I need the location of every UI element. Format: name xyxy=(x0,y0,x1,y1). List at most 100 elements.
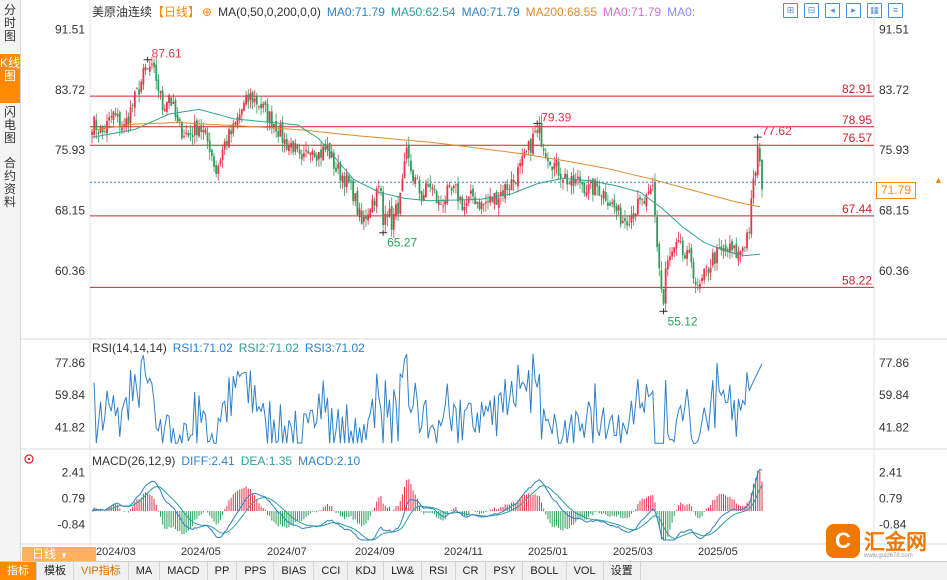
tab-vol[interactable]: VOL xyxy=(567,562,604,580)
candle-body xyxy=(178,119,181,122)
candle-body xyxy=(401,178,404,192)
candle-body xyxy=(690,247,693,263)
candle-body xyxy=(728,243,731,253)
candle-body xyxy=(446,185,449,204)
candle-body xyxy=(392,213,395,230)
tab-cr[interactable]: CR xyxy=(456,562,487,580)
add-icon[interactable]: ⊕ xyxy=(202,5,213,19)
tab-settings[interactable]: 设置 xyxy=(604,562,641,580)
candle-body xyxy=(636,198,639,215)
candle-body xyxy=(112,111,115,121)
right-icon[interactable]: ▸ xyxy=(846,3,861,18)
tab-contract-info[interactable]: 合约资料 xyxy=(0,155,20,217)
tab-flash[interactable]: 闪电图 xyxy=(0,104,20,152)
candle-body xyxy=(425,183,427,198)
target-icon[interactable] xyxy=(24,454,34,464)
last-price-tag: 71.79 xyxy=(876,182,916,199)
candle-body xyxy=(356,191,359,215)
candle-body xyxy=(395,204,397,216)
candle-body xyxy=(185,132,188,134)
candle-body xyxy=(360,210,363,225)
macd-tick-right-0: 2.41 xyxy=(879,465,903,479)
candle-body xyxy=(335,167,337,172)
settings-icon[interactable]: ≡ xyxy=(888,3,903,18)
candle-body xyxy=(534,130,536,132)
tab-pp[interactable]: PP xyxy=(208,562,238,580)
candle-body xyxy=(694,281,697,285)
tab-bias[interactable]: BIAS xyxy=(274,562,315,580)
candle-body xyxy=(536,130,539,133)
candle-body xyxy=(170,97,173,106)
candle-body xyxy=(236,117,239,126)
expand-icon[interactable]: ⊞ xyxy=(783,3,798,18)
candle-body xyxy=(621,220,624,224)
candle-body xyxy=(660,270,663,290)
candle-body xyxy=(238,114,241,120)
tab-pps[interactable]: PPS xyxy=(237,562,275,580)
rsi-plot xyxy=(93,353,763,444)
tab-templates[interactable]: 模板 xyxy=(37,562,74,580)
candle-body xyxy=(696,285,699,286)
candle-body xyxy=(99,126,102,133)
candle-body xyxy=(148,66,151,72)
candle-body xyxy=(703,268,706,280)
candle-body xyxy=(581,181,584,185)
tab-rsi[interactable]: RSI xyxy=(422,562,456,580)
candle-body xyxy=(375,188,378,207)
candle-body xyxy=(414,177,417,185)
candle-body xyxy=(502,190,504,196)
candle-body xyxy=(339,162,342,181)
extreme-label-0: 87.61 xyxy=(152,47,182,61)
candle-body xyxy=(598,186,601,196)
tab-ma[interactable]: MA xyxy=(129,562,161,580)
candle-body xyxy=(641,198,644,200)
shrink-icon[interactable]: ⊟ xyxy=(804,3,819,18)
tab-psy[interactable]: PSY xyxy=(486,562,524,580)
tab-kline[interactable]: K线图 xyxy=(0,54,20,103)
logo-text: 汇金网 xyxy=(864,531,927,554)
candle-body xyxy=(285,138,288,150)
candle-body xyxy=(275,121,277,132)
candle-body xyxy=(724,245,727,251)
tab-kdj[interactable]: KDJ xyxy=(348,562,385,580)
symbol-name: 美原油连续 xyxy=(92,5,153,19)
candle-body xyxy=(564,173,566,178)
candle-body xyxy=(382,191,385,225)
candle-body xyxy=(187,132,190,136)
level-label-4: 58.22 xyxy=(842,273,872,287)
candle-body xyxy=(399,192,402,214)
tab-macd[interactable]: MACD xyxy=(160,562,208,580)
last-price-value: 71.79 xyxy=(880,183,912,197)
macd-header: MACD(26,12,9) DIFF:2.41 DEA:1.35 MACD:2.10 xyxy=(92,454,366,468)
candle-body xyxy=(315,155,318,161)
candle-body xyxy=(459,196,462,201)
period-tag: 【日线】 xyxy=(152,5,201,19)
tab-cci[interactable]: CCI xyxy=(314,562,349,580)
candle-body xyxy=(737,251,740,261)
tab-timeshare[interactable]: 分时图 xyxy=(0,2,20,52)
candle-body xyxy=(213,156,215,167)
candle-body xyxy=(542,148,545,151)
period-selector[interactable]: 日线 ▼ xyxy=(22,547,96,562)
candle-body xyxy=(221,149,224,160)
candle-body xyxy=(95,119,98,131)
level-label-0: 82.91 xyxy=(842,82,872,96)
candle-body xyxy=(429,183,432,188)
ma-value-1: MA50:62.54 xyxy=(390,5,456,19)
rsi-value-0: RSI1:71.02 xyxy=(172,341,233,355)
candle-body xyxy=(735,243,738,259)
tab-boll[interactable]: BOLL xyxy=(523,562,567,580)
rsi-header: RSI(14,14,14) RSI1:71.02 RSI2:71.02 RSI3:71… xyxy=(92,341,371,355)
candle-body xyxy=(476,201,479,204)
period-dropdown-icon: ▼ xyxy=(60,551,68,560)
candle-body xyxy=(643,201,646,204)
tab-indicators[interactable]: 指标 xyxy=(0,562,37,580)
candle-body xyxy=(651,185,654,187)
ma-value-3: MA200:68.55 xyxy=(525,5,598,19)
tab-vip-indicators[interactable]: VIP指标 xyxy=(74,562,129,580)
tab-lw[interactable]: LW& xyxy=(384,562,423,580)
left-icon[interactable]: ◂ xyxy=(825,3,840,18)
candle-body xyxy=(133,91,136,108)
period-label: 日线 xyxy=(32,547,57,561)
